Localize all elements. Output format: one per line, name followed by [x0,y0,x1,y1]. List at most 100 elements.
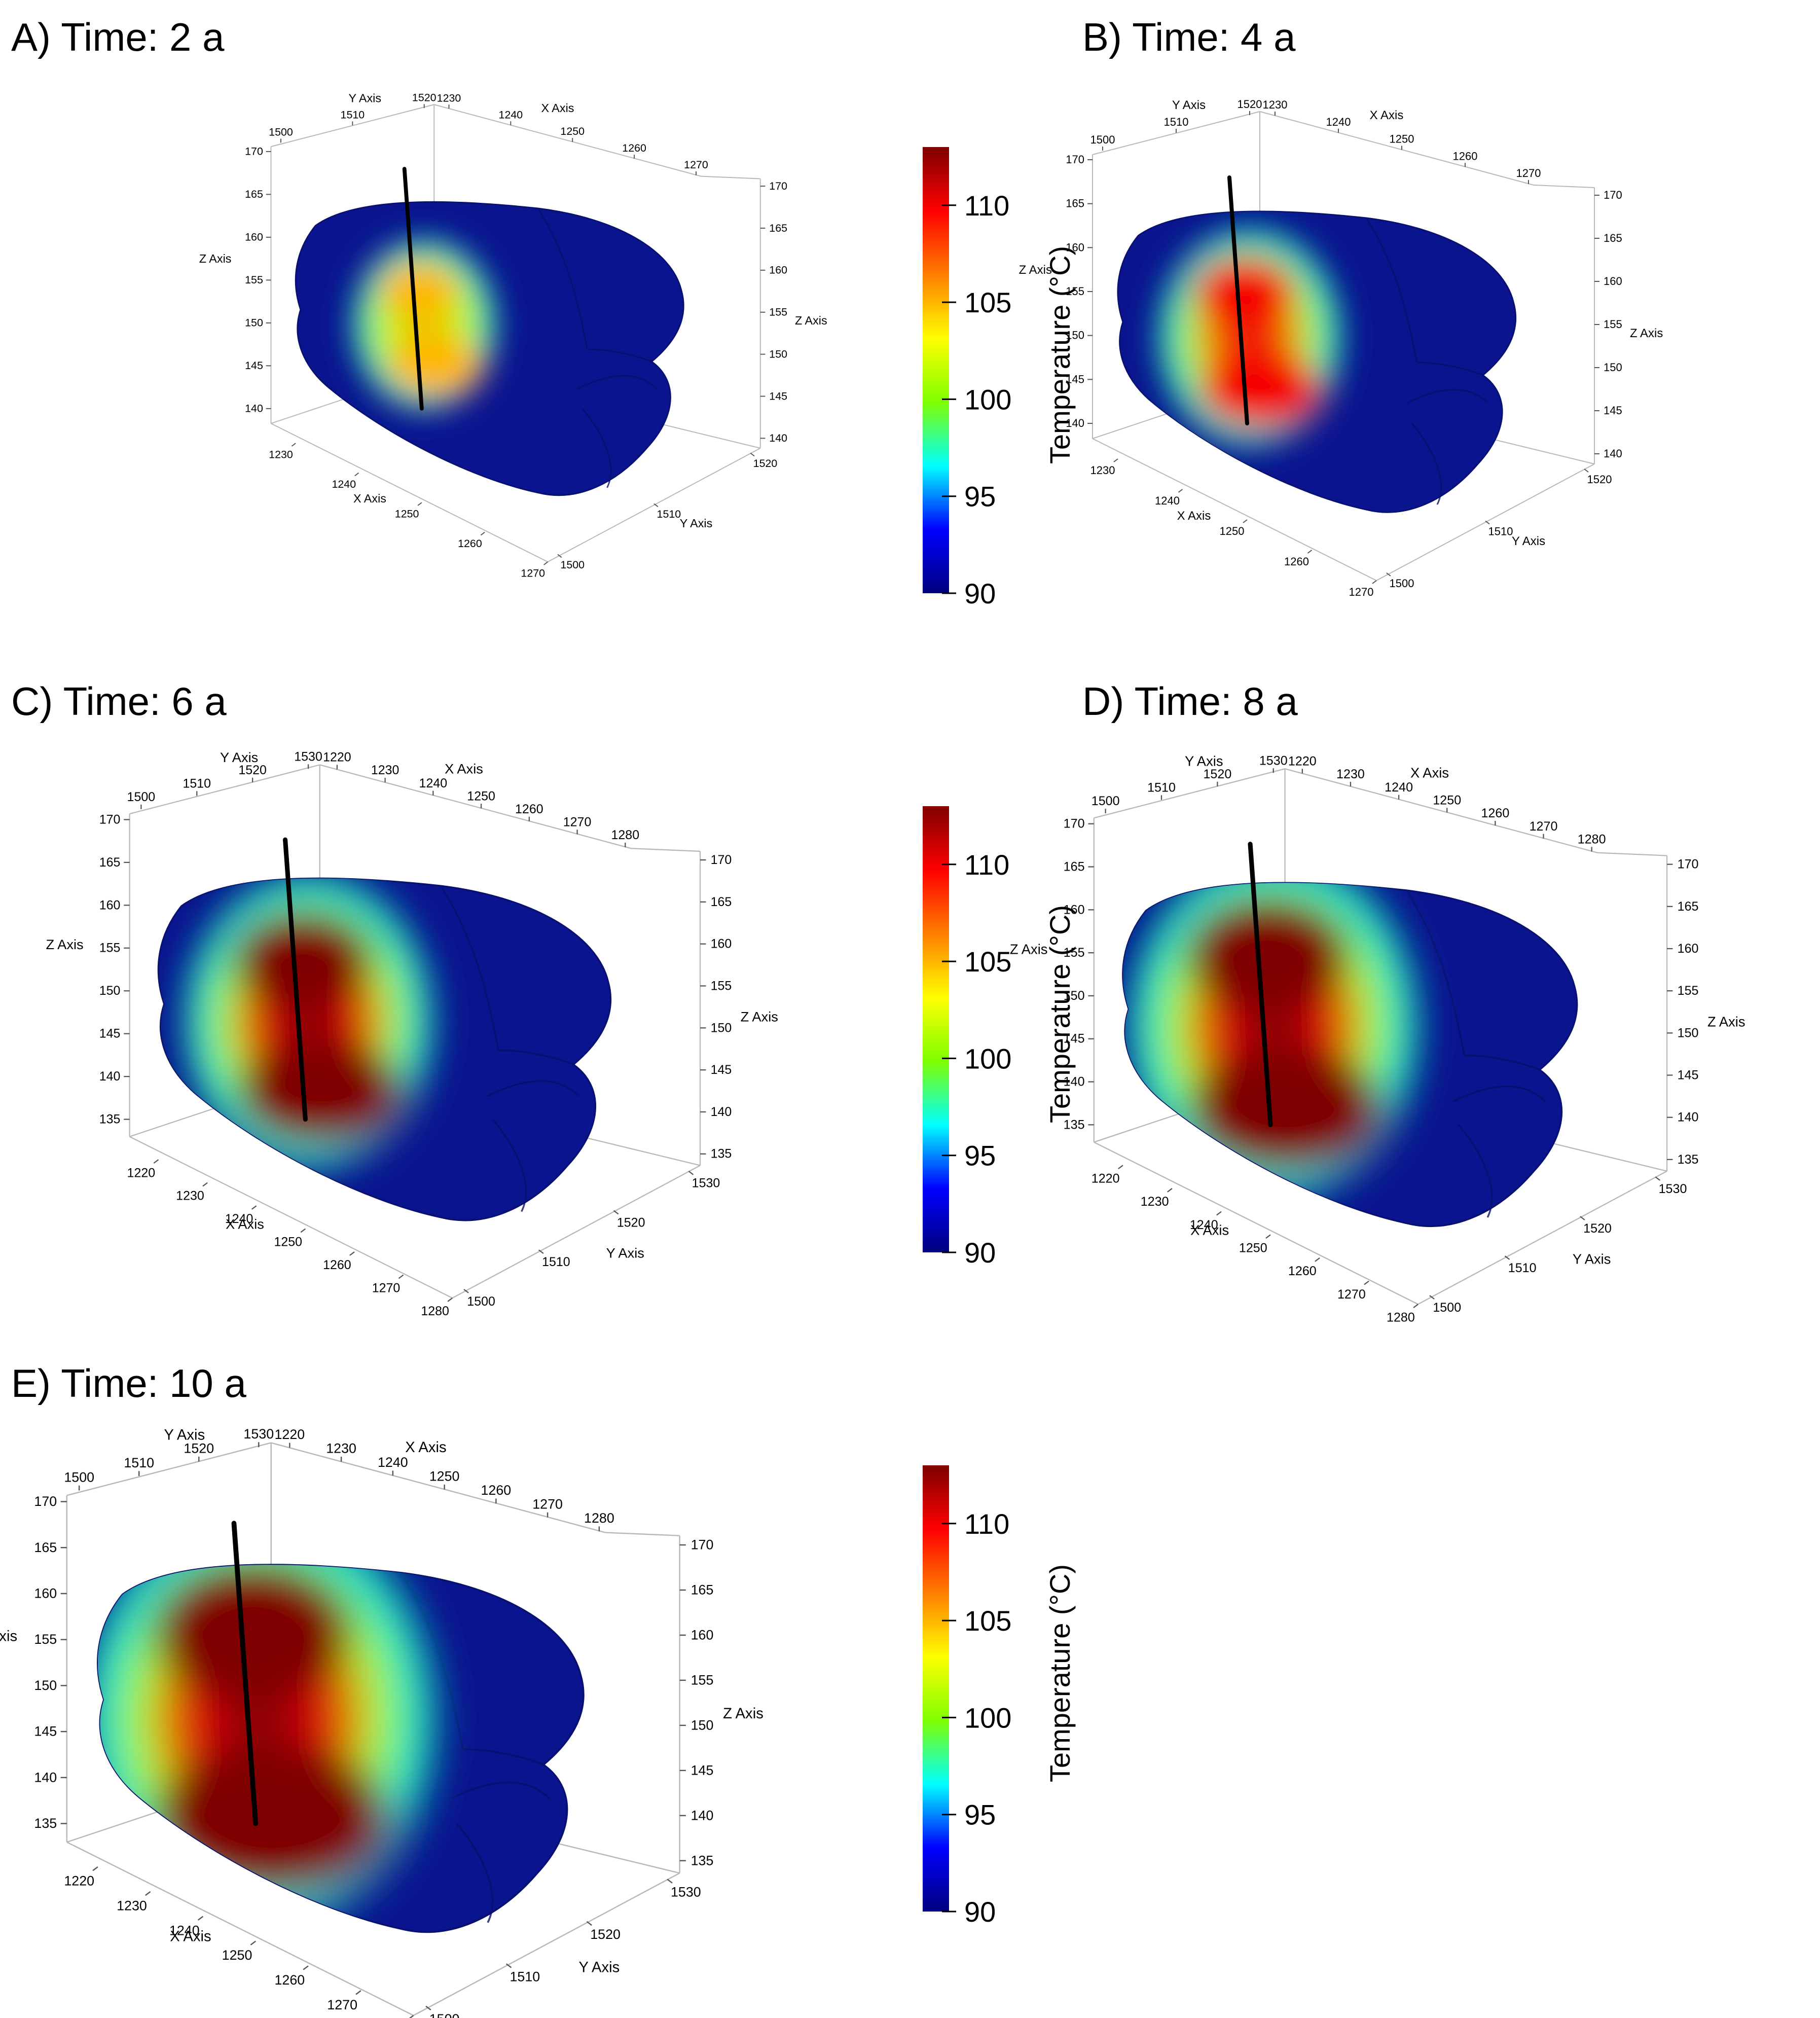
z-tick-label-left: 160 [34,1585,57,1601]
z-axis-label-left: Z Axis [1010,942,1048,957]
z-tick-label-left: 165 [99,855,121,870]
y-tick-label-top: 1510 [183,777,211,791]
z-tick-label-right: 170 [711,853,732,867]
z-tick-label-right: 135 [1678,1152,1699,1167]
z-tick-label-left: 155 [1064,946,1085,960]
y-tick-label-top: 1520 [184,1440,214,1456]
y-tick-label-bottom: 1520 [1583,1221,1612,1236]
z-tick-label-right: 165 [691,1582,714,1598]
y-tick-mark [1504,1255,1510,1260]
x-tick-label-front: 1230 [1090,464,1115,477]
facet-line [492,1119,527,1212]
y-axis-label-top: Y Axis [1172,98,1206,112]
facet-line [1452,1085,1546,1103]
x-tick-mark [251,1205,257,1210]
x-tick-label-front: 1230 [1141,1195,1169,1209]
x-tick-label-front: 1260 [274,1972,305,1988]
y-tick-mark [667,1879,673,1884]
z-tick-label-right: 145 [1678,1068,1699,1083]
y-tick-label-bottom: 1530 [1659,1182,1687,1196]
y-axis-label-top: Y Axis [220,749,258,765]
colorbar-tick-label: 110 [964,1508,1009,1540]
x-tick-label-top: 1250 [467,789,495,803]
y-tick-label-top: 1510 [1164,116,1189,128]
z-tick-label-left: 165 [1066,197,1084,210]
facet-line [587,348,652,363]
x-tick-label-top: 1270 [532,1497,563,1512]
z-tick-label-left: 155 [245,274,263,286]
x-tick-label-front: 1270 [1337,1287,1366,1302]
y-tick-label-top: 1510 [124,1455,154,1470]
x-tick-mark [303,1965,309,1970]
z-tick-label-right: 155 [691,1672,714,1687]
y-axis-label-bottom: Y Axis [680,517,713,530]
colorbar-2: 90 95 100 105 110 Temperature (°C) [923,806,1076,1269]
x-tick-mark [1265,1234,1271,1239]
x-tick-label-front: 1260 [1284,555,1309,568]
x-axis-label-front: X Axis [1177,509,1211,523]
x-tick-label-top: 1270 [1516,167,1541,179]
facet-line [1411,423,1442,505]
colorbar-tick-label: 95 [964,1140,996,1172]
z-tick-label-right: 170 [769,180,787,192]
z-tick-label-right: 150 [769,348,787,360]
facet-line [577,375,658,390]
y-tick-mark [1386,572,1391,576]
y-tick-label-bottom: 1500 [1433,1301,1461,1315]
x-tick-label-top: 1230 [437,92,461,104]
colorbar-gradient [923,806,949,1252]
z-tick-label-left: 145 [99,1027,121,1041]
y-tick-label-top: 1500 [127,790,156,804]
y-tick-mark [538,1249,544,1254]
z-tick-label-left: 165 [245,188,263,200]
axis-edge [452,1165,701,1299]
y-tick-mark [1580,1216,1585,1220]
facet-line [1406,389,1489,404]
x-tick-label-front: 1280 [421,1304,449,1318]
x-tick-label-front: 1270 [327,1997,357,2012]
x-tick-label-top: 1220 [274,1427,305,1442]
z-tick-label-left: 135 [99,1112,121,1127]
axis-edge [605,1532,680,1536]
x-tick-label-front: 1260 [1288,1264,1317,1278]
colorbar-tick-label: 100 [964,1042,1011,1074]
x-tick-label-front: 1250 [274,1235,302,1249]
x-tick-mark [1178,489,1183,493]
z-tick-label-left: 150 [1064,989,1085,1003]
x-axis-label-top: X Axis [541,101,574,115]
x-tick-label-top: 1260 [515,802,543,816]
y-axis-label-top: Y Axis [1185,753,1223,769]
y-tick-label-top: 1530 [1259,753,1288,768]
x-tick-label-front: 1230 [117,1898,147,1913]
x-tick-mark [1167,1188,1173,1193]
y-tick-label-bottom: 1530 [671,1885,701,1900]
axis-edge [701,175,760,179]
colorbar-gradient [923,1465,949,1912]
z-tick-label-right: 170 [691,1537,714,1553]
z-tick-label-right: 140 [1604,447,1622,460]
z-tick-label-left: 140 [245,403,263,415]
y-tick-label-bottom: 1520 [753,457,778,470]
z-tick-label-left: 155 [34,1632,57,1647]
x-tick-label-top: 1280 [611,828,640,842]
well-line [231,1521,259,1826]
x-tick-label-front: 1280 [1387,1311,1415,1325]
axis-edge [271,423,548,562]
z-tick-label-right: 135 [711,1147,732,1161]
y-tick-mark [1584,469,1589,473]
panel-d-title: D) Time: 8 a [1082,679,1298,724]
x-tick-label-top: 1260 [1453,150,1478,162]
x-tick-label-front: 1250 [1220,525,1245,537]
x-tick-label-top: 1270 [1530,819,1558,834]
y-tick-mark [653,503,659,508]
z-axis-label-right: Z Axis [1630,327,1663,340]
x-tick-label-top: 1270 [684,159,708,171]
x-tick-mark [153,1159,159,1164]
x-tick-label-front: 1260 [458,537,482,550]
z-tick-label-right: 145 [711,1063,732,1077]
z-tick-label-right: 165 [769,222,787,234]
y-tick-mark [463,1289,469,1293]
x-tick-mark [92,1866,98,1871]
well-line [1227,175,1249,425]
z-tick-label-right: 170 [1604,189,1622,201]
